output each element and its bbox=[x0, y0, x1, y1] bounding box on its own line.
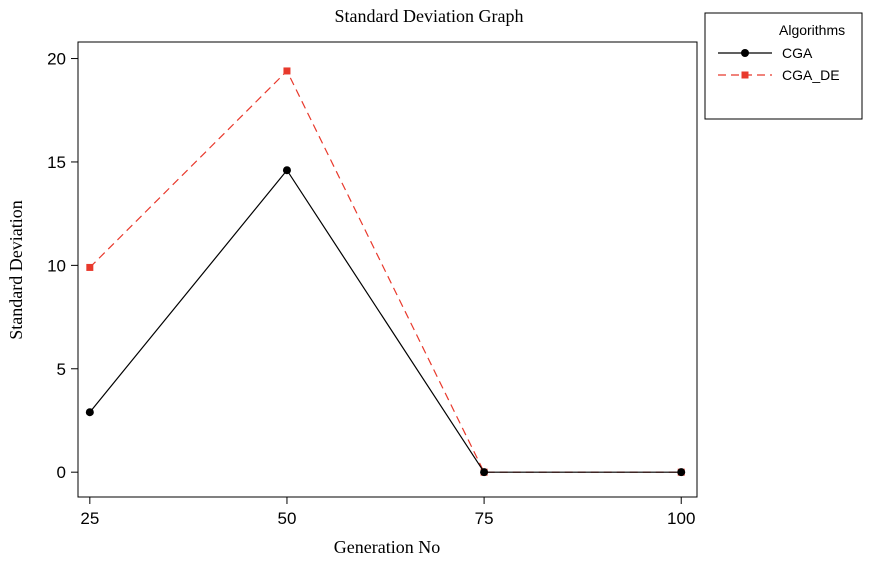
y-axis: 0 5 10 15 20 bbox=[47, 50, 78, 482]
series-line-cga bbox=[89, 169, 682, 473]
legend-marker-cga bbox=[741, 49, 749, 57]
data-point-cga-de bbox=[283, 67, 291, 75]
x-tick-label: 25 bbox=[80, 509, 99, 528]
legend-box bbox=[704, 12, 863, 120]
legend-label-cga-de: CGA_DE bbox=[782, 67, 840, 83]
data-point-cga bbox=[480, 468, 489, 477]
y-tick-label: 10 bbox=[47, 256, 66, 275]
x-axis: 25 50 75 100 bbox=[80, 497, 695, 528]
data-point-cga bbox=[85, 408, 94, 417]
y-tick-label: 0 bbox=[57, 463, 66, 482]
series-line-cga-de bbox=[89, 69, 682, 473]
x-tick-label: 50 bbox=[278, 509, 297, 528]
legend: Algorithms CGA CGA_DE bbox=[704, 12, 863, 120]
x-tick-label: 75 bbox=[475, 509, 494, 528]
data-point-cga bbox=[677, 468, 686, 477]
y-tick-label: 20 bbox=[47, 50, 66, 69]
data-point-cga bbox=[282, 166, 291, 175]
y-tick-label: 15 bbox=[47, 153, 66, 172]
legend-label-cga: CGA bbox=[782, 45, 813, 61]
series-layer bbox=[85, 67, 686, 477]
data-point-cga-de bbox=[86, 263, 94, 271]
plot-frame bbox=[77, 41, 698, 498]
x-tick-label: 100 bbox=[667, 509, 695, 528]
y-axis-label: Standard Deviation bbox=[6, 200, 26, 339]
chart-title: Standard Deviation Graph bbox=[335, 6, 524, 26]
legend-title: Algorithms bbox=[779, 22, 845, 38]
x-axis-label: Generation No bbox=[334, 537, 440, 557]
legend-marker-cga-de bbox=[741, 71, 749, 79]
y-tick-label: 5 bbox=[57, 360, 66, 379]
legend-entries: CGA CGA_DE bbox=[718, 45, 840, 83]
